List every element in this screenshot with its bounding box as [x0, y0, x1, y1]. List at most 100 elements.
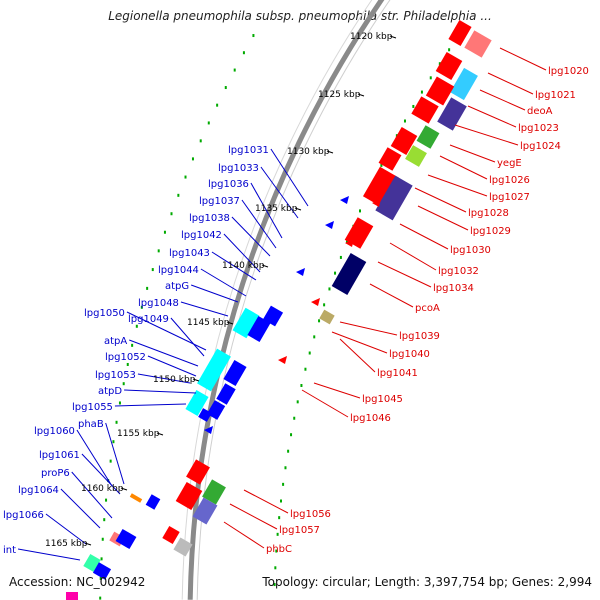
- gene-label-reverse[interactable]: lpg1048: [138, 298, 179, 309]
- gene-arrow[interactable]: [204, 426, 213, 434]
- gene-feature-reverse[interactable]: [115, 528, 137, 550]
- gene-label-forward[interactable]: lpg1028: [468, 208, 509, 219]
- gene-arrow[interactable]: [372, 199, 381, 207]
- gene-arrow[interactable]: [278, 356, 287, 364]
- gene-feature-forward[interactable]: [437, 97, 467, 131]
- gene-feature-reverse[interactable]: [198, 408, 212, 422]
- gene-feature-forward[interactable]: [464, 30, 492, 58]
- gene-arrow[interactable]: [340, 196, 349, 204]
- gene-label-reverse[interactable]: phaB: [78, 419, 104, 430]
- gene-feature-reverse[interactable]: [223, 359, 247, 387]
- gene-feature-reverse[interactable]: [232, 307, 260, 339]
- gene-feature-reverse[interactable]: [83, 553, 101, 573]
- tick-dot: [308, 351, 311, 355]
- gene-label-reverse[interactable]: lpg1036: [208, 179, 249, 190]
- gene-label-forward[interactable]: lpg1056: [290, 509, 331, 520]
- gene-feature-forward[interactable]: [202, 479, 226, 505]
- gene-feature-forward[interactable]: [411, 96, 439, 124]
- gene-feature-forward[interactable]: [331, 253, 367, 295]
- gene-feature-reverse[interactable]: [262, 305, 284, 327]
- gene-label-reverse[interactable]: lpg1044: [158, 265, 199, 276]
- gene-label-forward[interactable]: lpg1023: [518, 123, 559, 134]
- gene-label-forward[interactable]: deoA: [527, 106, 553, 117]
- gene-label-reverse[interactable]: lpg1053: [95, 370, 136, 381]
- gene-label-reverse[interactable]: lpg1043: [169, 248, 210, 259]
- gene-feature-forward[interactable]: [448, 19, 472, 47]
- gene-label-reverse[interactable]: lpg1055: [72, 402, 113, 413]
- gene-features: [66, 19, 492, 600]
- gene-feature-reverse[interactable]: [129, 493, 143, 503]
- gene-label-forward[interactable]: pcoA: [415, 303, 440, 314]
- gene-label-forward[interactable]: lpg1029: [470, 226, 511, 237]
- gene-feature-forward[interactable]: [173, 537, 193, 557]
- gene-feature-forward[interactable]: [378, 147, 402, 171]
- gene-label-forward[interactable]: lpg1039: [399, 331, 440, 342]
- gene-feature-reverse[interactable]: [247, 315, 271, 343]
- gene-label-forward[interactable]: lpg1046: [350, 413, 391, 424]
- gene-label-forward[interactable]: lpg1032: [438, 266, 479, 277]
- gene-arrow[interactable]: [345, 239, 354, 247]
- gene-label-reverse[interactable]: lpg1037: [199, 196, 240, 207]
- gene-feature-reverse[interactable]: [92, 562, 112, 580]
- gene-label-forward[interactable]: lpg1034: [433, 283, 474, 294]
- gene-label-reverse[interactable]: lpg1064: [18, 485, 59, 496]
- gene-label-forward[interactable]: lpg1040: [389, 349, 430, 360]
- gene-feature-forward[interactable]: [425, 76, 455, 106]
- gene-feature-forward[interactable]: [435, 51, 463, 81]
- gene-label-forward[interactable]: lpg1026: [489, 175, 530, 186]
- tick-dot: [358, 209, 361, 213]
- gene-feature-reverse[interactable]: [206, 400, 226, 420]
- scale-tick: [294, 207, 302, 211]
- gene-label-reverse[interactable]: lpg1042: [181, 230, 222, 241]
- gene-label-reverse[interactable]: atpA: [104, 336, 127, 347]
- gene-label-forward[interactable]: lpg1024: [520, 141, 561, 152]
- gene-feature-forward[interactable]: [319, 309, 335, 325]
- gene-arrow[interactable]: [325, 221, 334, 229]
- gene-feature-reverse[interactable]: [185, 389, 209, 417]
- gene-label-reverse[interactable]: lpg1049: [128, 314, 169, 325]
- gene-feature-reverse[interactable]: [145, 494, 161, 510]
- gene-feature-forward[interactable]: [66, 592, 78, 600]
- gene-label-reverse[interactable]: lpg1038: [189, 213, 230, 224]
- gene-label-reverse[interactable]: lpg1031: [228, 145, 269, 156]
- gene-label-reverse[interactable]: lpg1052: [105, 352, 146, 363]
- gene-label-reverse[interactable]: lpg1033: [218, 163, 259, 174]
- gene-label-forward[interactable]: lpg1020: [548, 66, 589, 77]
- gene-label-forward[interactable]: lpg1021: [535, 90, 576, 101]
- gene-feature-forward[interactable]: [162, 525, 180, 545]
- gene-label-reverse[interactable]: lpg1066: [3, 510, 44, 521]
- label-leader-reverse: [241, 199, 277, 249]
- gene-label-forward[interactable]: lpg1030: [450, 245, 491, 256]
- gene-label-reverse[interactable]: proP6: [41, 468, 70, 479]
- gene-arrow[interactable]: [311, 298, 320, 306]
- gene-label-forward[interactable]: lpg1045: [362, 394, 403, 405]
- tick-dot: [242, 51, 245, 55]
- tick-dot: [207, 121, 210, 125]
- gene-label-reverse[interactable]: lpg1061: [39, 450, 80, 461]
- gene-feature-forward[interactable]: [186, 459, 210, 485]
- label-leader-reverse: [105, 422, 125, 485]
- gene-label-reverse[interactable]: int: [3, 545, 16, 556]
- gene-label-forward[interactable]: phbC: [266, 544, 292, 555]
- gene-feature-forward[interactable]: [192, 497, 218, 525]
- gene-feature-reverse[interactable]: [197, 348, 231, 392]
- gene-label-reverse[interactable]: lpg1060: [34, 426, 75, 437]
- gene-label-reverse[interactable]: lpg1050: [84, 308, 125, 319]
- gene-label-forward[interactable]: lpg1027: [489, 192, 530, 203]
- gene-feature-forward[interactable]: [390, 126, 418, 156]
- gene-label-forward[interactable]: lpg1041: [377, 368, 418, 379]
- gene-feature-forward[interactable]: [405, 145, 427, 167]
- gene-arrow[interactable]: [296, 268, 305, 276]
- gene-feature-forward[interactable]: [416, 125, 440, 149]
- gene-feature-forward[interactable]: [362, 166, 400, 208]
- gene-label-reverse[interactable]: atpG: [165, 281, 189, 292]
- gene-feature-reverse[interactable]: [216, 383, 236, 405]
- gene-label-forward[interactable]: lpg1057: [279, 525, 320, 536]
- gene-feature-forward[interactable]: [175, 481, 203, 511]
- label-leader-forward: [439, 155, 488, 180]
- gene-feature-forward[interactable]: [375, 175, 413, 221]
- gene-label-reverse[interactable]: atpD: [98, 386, 122, 397]
- gene-feature-forward[interactable]: [450, 67, 478, 101]
- label-leader-forward: [449, 144, 496, 163]
- gene-label-forward[interactable]: yegE: [497, 158, 522, 169]
